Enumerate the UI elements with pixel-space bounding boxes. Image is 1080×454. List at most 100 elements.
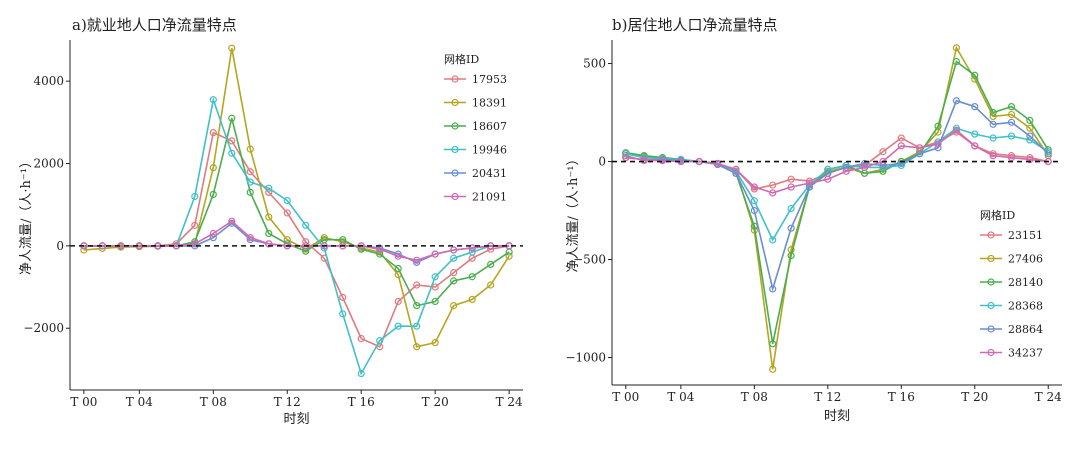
x-tick-label: T 04 xyxy=(126,395,153,409)
data-point xyxy=(302,221,310,229)
data-point xyxy=(769,285,777,293)
legend-item-34237: 34237 xyxy=(980,347,1043,360)
data-point xyxy=(339,293,347,301)
y-tick-label: 4000 xyxy=(33,74,64,88)
data-point xyxy=(769,236,777,244)
data-point xyxy=(487,281,495,289)
data-point xyxy=(413,258,421,266)
legend-label: 18607 xyxy=(472,120,507,133)
data-point xyxy=(265,213,273,221)
data-point xyxy=(640,155,648,164)
series-line xyxy=(83,96,510,376)
data-point xyxy=(450,269,458,277)
data-point xyxy=(824,175,832,183)
data-point xyxy=(1007,103,1016,111)
data-point xyxy=(413,281,421,289)
chart-panel-employment: a)就业地人口净流量特点 −2000 0 2000 4000 T 00 T 04 T 08 T … xyxy=(19,16,523,427)
legend-swatch-marker xyxy=(451,145,459,154)
series-line xyxy=(83,48,510,348)
data-point xyxy=(505,248,513,256)
data-point xyxy=(1007,110,1016,119)
data-point xyxy=(191,240,199,248)
data-point xyxy=(787,224,795,232)
data-point xyxy=(413,301,421,310)
data-point xyxy=(357,369,365,378)
data-point xyxy=(860,159,869,168)
series-line xyxy=(625,99,1049,292)
data-point xyxy=(394,322,402,330)
data-point xyxy=(1026,132,1034,140)
x-tick-label: T 08 xyxy=(741,390,768,404)
x-tick-label: T 00 xyxy=(70,395,97,409)
data-point xyxy=(228,137,236,145)
data-point xyxy=(450,301,458,310)
data-point xyxy=(916,144,924,152)
data-point xyxy=(989,112,997,121)
legend-swatch-marker xyxy=(451,192,459,201)
data-point xyxy=(209,234,217,242)
data-point xyxy=(209,190,217,199)
data-point xyxy=(487,260,495,269)
series-line xyxy=(83,131,510,348)
x-axis-label: 时刻 xyxy=(824,409,850,424)
data-point xyxy=(824,165,832,173)
data-point xyxy=(1007,118,1016,126)
data-point xyxy=(228,217,236,225)
data-point xyxy=(265,184,273,192)
legend-label: 28368 xyxy=(1008,300,1043,313)
data-point xyxy=(952,126,960,134)
series-18391 xyxy=(80,44,513,351)
x-axis-label: 时刻 xyxy=(283,412,309,427)
data-point xyxy=(468,248,476,256)
data-point xyxy=(989,152,997,160)
legend-item-18607: 18607 xyxy=(444,120,507,133)
data-point xyxy=(732,165,740,173)
data-point xyxy=(320,244,328,252)
series-line xyxy=(625,60,1049,344)
data-point xyxy=(228,44,236,52)
data-point xyxy=(468,244,476,252)
data-point xyxy=(622,150,630,158)
data-point xyxy=(431,297,439,306)
legend-swatch-marker xyxy=(451,169,459,177)
data-point xyxy=(320,242,328,250)
series-line xyxy=(625,127,1049,242)
data-point xyxy=(209,229,217,238)
data-point xyxy=(468,295,476,304)
data-point xyxy=(394,252,402,260)
data-point xyxy=(394,297,402,306)
legend-label: 19946 xyxy=(472,144,507,157)
x-tick-label: T 04 xyxy=(667,390,694,404)
data-point xyxy=(209,129,217,137)
legend-label: 28864 xyxy=(1008,323,1043,336)
x-tick-label: T 16 xyxy=(888,390,915,404)
data-point xyxy=(413,343,421,351)
data-point xyxy=(450,246,458,254)
data-point xyxy=(879,161,887,170)
data-point xyxy=(952,97,960,105)
data-point xyxy=(394,264,402,273)
legend-title: 网格ID xyxy=(444,52,479,66)
data-point xyxy=(934,144,942,152)
data-point xyxy=(787,183,795,191)
data-point xyxy=(302,238,310,246)
data-point xyxy=(750,183,758,191)
data-point xyxy=(952,44,960,52)
data-point xyxy=(228,149,236,157)
data-point xyxy=(750,197,758,205)
data-point xyxy=(191,221,199,229)
data-point xyxy=(934,122,942,130)
y-tick-label: 2000 xyxy=(33,157,64,171)
y-tick-label: −2000 xyxy=(23,321,64,335)
y-tick-label: 0 xyxy=(56,239,64,253)
data-point xyxy=(805,183,814,191)
data-point xyxy=(80,246,88,254)
legend: 网格ID 17953 18391 18607 19946 20431 21091 xyxy=(444,52,507,204)
data-point xyxy=(246,188,254,196)
data-point xyxy=(1007,132,1016,140)
data-point xyxy=(339,310,347,318)
data-point xyxy=(431,339,439,347)
legend-item-21091: 21091 xyxy=(444,191,507,204)
legend-swatch-marker xyxy=(987,348,995,357)
